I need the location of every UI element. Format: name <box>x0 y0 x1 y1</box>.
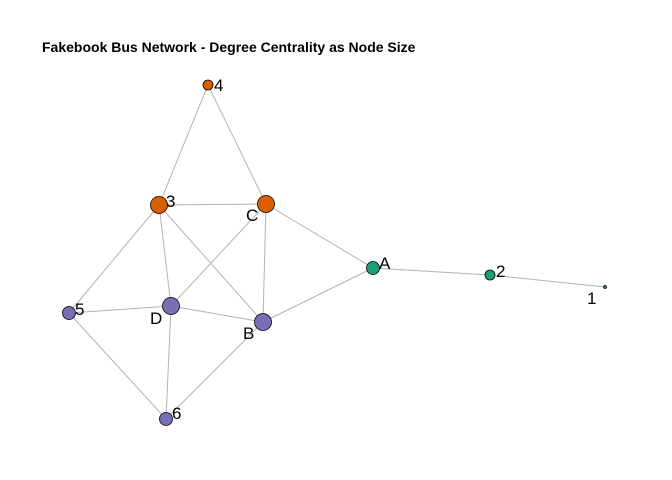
node-4 <box>202 79 214 91</box>
node-C <box>257 195 275 213</box>
edge-B-6 <box>165 321 264 420</box>
node-label-A: A <box>379 254 391 273</box>
node-6 <box>159 412 173 426</box>
edge-3-C <box>158 203 267 206</box>
edge-2-1 <box>489 274 606 288</box>
labels-layer: 4 3 C A 2 1 5 D B 6 <box>75 76 596 423</box>
edge-C-A <box>265 203 374 269</box>
edge-A-2 <box>372 267 491 276</box>
edge-5-D <box>68 305 172 314</box>
node-3 <box>150 196 168 214</box>
node-label-B: B <box>243 324 254 343</box>
edge-A-B <box>262 267 374 323</box>
edge-D-6 <box>165 305 172 420</box>
edge-C-B <box>262 203 267 323</box>
nodes-layer <box>62 79 607 426</box>
edge-3-D <box>158 204 172 307</box>
node-label-5: 5 <box>75 300 84 319</box>
edge-D-B <box>170 305 264 323</box>
edge-5-6 <box>68 312 167 420</box>
edges-layer <box>68 84 606 420</box>
node-1 <box>603 285 607 289</box>
node-label-D: D <box>150 309 162 328</box>
node-label-4: 4 <box>214 76 223 95</box>
node-label-6: 6 <box>172 404 181 423</box>
edge-4-3 <box>158 84 209 206</box>
node-label-3: 3 <box>166 192 175 211</box>
node-label-C: C <box>246 206 258 225</box>
node-D <box>162 297 180 315</box>
node-label-2: 2 <box>496 262 505 281</box>
node-B <box>254 313 272 331</box>
edge-C-D <box>170 203 267 307</box>
edge-3-5 <box>68 204 160 314</box>
node-5 <box>62 306 76 320</box>
node-label-1: 1 <box>587 289 596 308</box>
node-A <box>366 261 380 275</box>
diagram-title: Fakebook Bus Network - Degree Centrality… <box>42 39 416 55</box>
edge-4-C <box>207 84 267 205</box>
node-2 <box>484 269 496 281</box>
